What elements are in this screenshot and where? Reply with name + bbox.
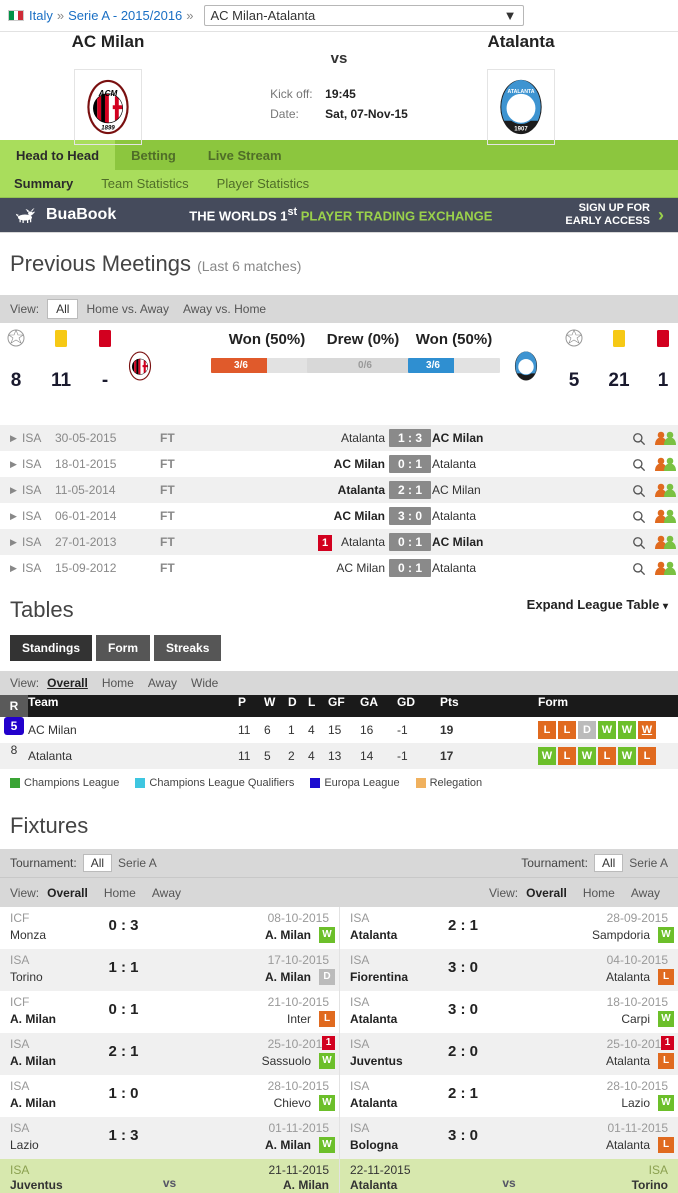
svg-text:1907: 1907 <box>514 127 528 133</box>
svg-text:ATALANTA: ATALANTA <box>508 89 535 95</box>
svg-text:ACM: ACM <box>98 89 118 98</box>
svg-text:1899: 1899 <box>101 125 115 131</box>
